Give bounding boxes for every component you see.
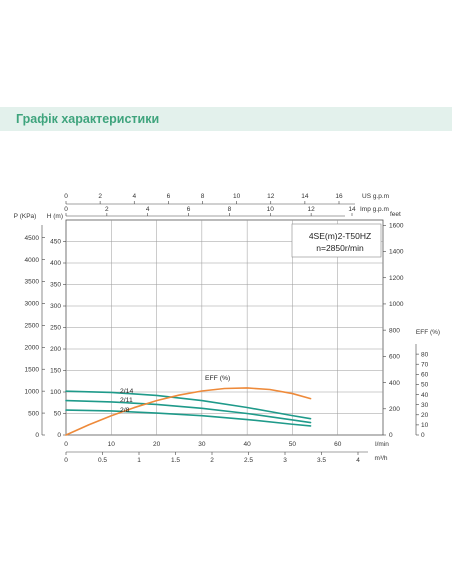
pressure-tick-label: 0 bbox=[35, 432, 39, 439]
head-m-tick-label: 300 bbox=[50, 303, 61, 310]
us-gpm-tick-label: 4 bbox=[132, 193, 136, 200]
head-feet-axis-label: feet bbox=[390, 211, 401, 218]
us-gpm-tick-label: 0 bbox=[64, 193, 68, 200]
flow-m3h-tick-label: 4 bbox=[356, 457, 360, 464]
imp-gpm-tick-label: 2 bbox=[105, 206, 109, 213]
series-label: 2/11 bbox=[120, 397, 133, 404]
series-label: 2/14 bbox=[120, 388, 133, 395]
head-m-tick-label: 250 bbox=[50, 325, 61, 332]
imp-gpm-tick-label: 14 bbox=[348, 206, 356, 213]
us-gpm-tick-label: 12 bbox=[267, 193, 275, 200]
head-m-tick-label: 0 bbox=[57, 432, 61, 439]
us-gpm-tick-label: 6 bbox=[167, 193, 171, 200]
head-feet-tick-label: 1400 bbox=[389, 249, 404, 256]
flow-m3h-tick-label: 2.5 bbox=[244, 457, 253, 464]
pressure-tick-label: 2500 bbox=[25, 323, 40, 330]
flow-m3h-tick-label: 1.5 bbox=[171, 457, 180, 464]
head-feet-tick-label: 400 bbox=[389, 380, 400, 387]
eff-series-label: EFF (%) bbox=[205, 375, 230, 382]
flow-m3h-tick-label: 0 bbox=[64, 457, 68, 464]
head-feet-tick-label: 0 bbox=[389, 432, 393, 439]
pressure-tick-label: 1000 bbox=[25, 388, 40, 395]
eff-tick-label: 30 bbox=[421, 402, 429, 409]
imp-gpm-axis-label: Imp g.p.m bbox=[360, 206, 389, 213]
header-band bbox=[0, 107, 452, 131]
eff-tick-label: 80 bbox=[421, 351, 429, 358]
head-m-tick-label: 400 bbox=[50, 260, 61, 267]
head-m-tick-label: 150 bbox=[50, 368, 61, 375]
pressure-tick-label: 4500 bbox=[25, 235, 40, 242]
imp-gpm-tick-label: 12 bbox=[308, 206, 316, 213]
imp-gpm-tick-label: 10 bbox=[267, 206, 275, 213]
pressure-axis-label: P (KPa) bbox=[14, 213, 37, 220]
pressure-tick-label: 2000 bbox=[25, 345, 40, 352]
model-speed: n=2850r/min bbox=[316, 243, 364, 253]
flow-m3h-tick-label: 1 bbox=[137, 457, 141, 464]
us-gpm-tick-label: 10 bbox=[233, 193, 241, 200]
flow-lpm-tick-label: 10 bbox=[108, 441, 116, 448]
flow-lpm-tick-label: 60 bbox=[334, 441, 342, 448]
imp-gpm-tick-label: 8 bbox=[228, 206, 232, 213]
us-gpm-tick-label: 8 bbox=[201, 193, 205, 200]
model-info-box bbox=[291, 223, 382, 258]
flow-lpm-tick-label: 20 bbox=[153, 441, 161, 448]
us-gpm-tick-label: 16 bbox=[335, 193, 343, 200]
flow-m3h-tick-label: 3.5 bbox=[317, 457, 326, 464]
eff-axis-label: EFF (%) bbox=[416, 329, 440, 336]
us-gpm-tick-label: 14 bbox=[301, 193, 309, 200]
head-feet-tick-label: 800 bbox=[389, 327, 400, 334]
us-gpm-axis-label: US g.p.m bbox=[362, 193, 389, 200]
head-m-axis-label: H (m) bbox=[47, 213, 63, 220]
us-gpm-tick-label: 2 bbox=[98, 193, 102, 200]
head-feet-tick-label: 1200 bbox=[389, 275, 404, 282]
pressure-tick-label: 3000 bbox=[25, 301, 40, 308]
head-m-tick-label: 100 bbox=[50, 389, 61, 396]
series-line-2-14 bbox=[65, 390, 312, 420]
eff-tick-label: 70 bbox=[421, 361, 429, 368]
eff-tick-label: 40 bbox=[421, 392, 429, 399]
imp-gpm-tick-label: 0 bbox=[64, 206, 68, 213]
head-feet-tick-label: 1600 bbox=[389, 222, 404, 229]
flow-m3h-tick-label: 3 bbox=[283, 457, 287, 464]
eff-tick-label: 60 bbox=[421, 372, 429, 379]
series-line-2-11 bbox=[65, 399, 312, 424]
flow-m3h-axis-label: m³/h bbox=[375, 455, 388, 462]
series-line-eff bbox=[65, 387, 312, 436]
head-m-tick-label: 450 bbox=[50, 239, 61, 246]
flow-m3h-tick-label: 0.5 bbox=[98, 457, 107, 464]
head-m-tick-label: 200 bbox=[50, 346, 61, 353]
pressure-tick-label: 1500 bbox=[25, 366, 40, 373]
head-m-tick-label: 350 bbox=[50, 282, 61, 289]
flow-lpm-axis-label: l/min bbox=[375, 441, 389, 448]
flow-lpm-tick-label: 30 bbox=[198, 441, 206, 448]
eff-tick-label: 50 bbox=[421, 382, 429, 389]
pressure-tick-label: 500 bbox=[28, 410, 39, 417]
series-line-2-8 bbox=[65, 409, 312, 427]
flow-m3h-tick-label: 2 bbox=[210, 457, 214, 464]
imp-gpm-tick-label: 6 bbox=[187, 206, 191, 213]
flow-lpm-tick-label: 50 bbox=[289, 441, 297, 448]
eff-tick-label: 20 bbox=[421, 412, 429, 419]
head-feet-tick-label: 200 bbox=[389, 406, 400, 413]
page-title: Графік характеристики bbox=[16, 112, 160, 126]
imp-gpm-tick-label: 4 bbox=[146, 206, 150, 213]
head-feet-tick-label: 600 bbox=[389, 354, 400, 361]
pressure-tick-label: 3500 bbox=[25, 279, 40, 286]
eff-tick-label: 0 bbox=[421, 432, 425, 439]
flow-lpm-tick-label: 0 bbox=[64, 441, 68, 448]
head-m-tick-label: 50 bbox=[54, 411, 62, 418]
model-name: 4SE(m)2-T50HZ bbox=[309, 231, 371, 241]
flow-lpm-tick-label: 40 bbox=[244, 441, 252, 448]
head-feet-tick-label: 1000 bbox=[389, 301, 404, 308]
pressure-tick-label: 4000 bbox=[25, 257, 40, 264]
series-label: 2/8 bbox=[120, 407, 130, 414]
eff-tick-label: 10 bbox=[421, 422, 429, 429]
